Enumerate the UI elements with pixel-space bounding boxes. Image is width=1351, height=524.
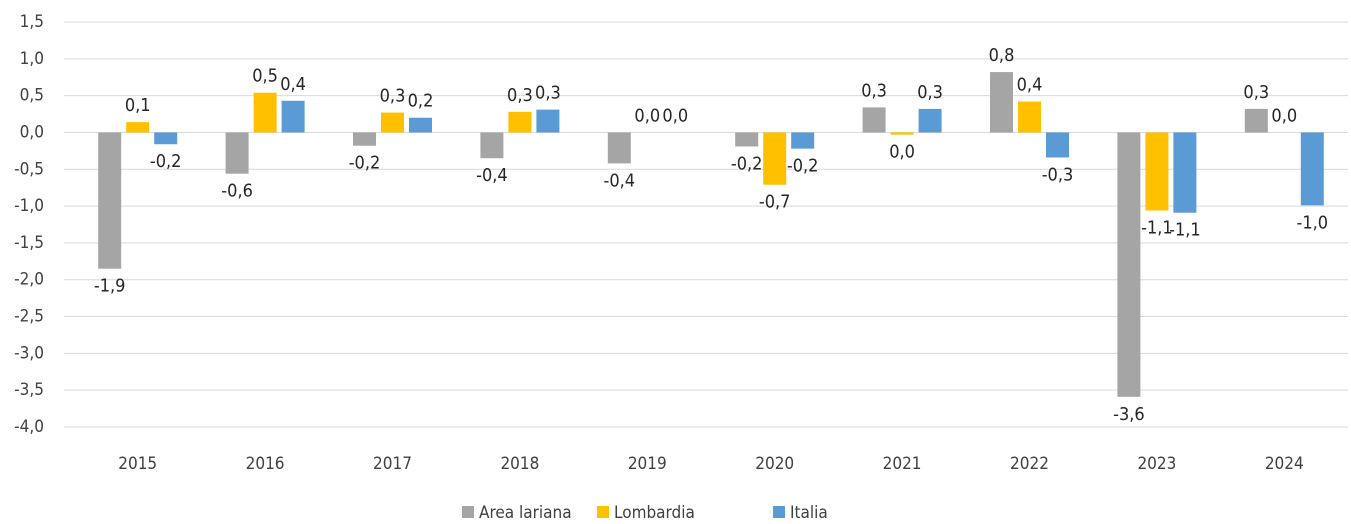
bar [480, 132, 504, 159]
value-label: 0,3 [535, 83, 561, 104]
bar [890, 132, 914, 135]
value-label: -0,4 [604, 170, 636, 191]
value-label: -0,3 [1042, 164, 1074, 185]
value-label: 0,1 [125, 95, 151, 116]
legend-label: Lombardia [614, 503, 695, 523]
y-tick-label: -3,0 [14, 343, 44, 363]
y-tick-label: 1,0 [20, 49, 44, 69]
value-label: 0,5 [252, 66, 278, 87]
value-label: 0,3 [380, 86, 406, 107]
value-label: 0,2 [408, 91, 434, 112]
bar [918, 108, 942, 133]
value-label: -0,4 [476, 165, 508, 186]
legend-swatch [773, 506, 785, 518]
value-label: -0,7 [759, 192, 791, 213]
bar [381, 112, 404, 133]
legend-label: Area lariana [479, 503, 572, 523]
value-label: -1,0 [1297, 212, 1329, 233]
value-label: -0,2 [349, 153, 381, 174]
y-tick-label: -2,5 [14, 307, 44, 327]
x-tick-label: 2016 [246, 454, 285, 474]
bar [253, 92, 277, 133]
y-tick-label: -1,0 [14, 196, 44, 216]
bar [1244, 108, 1268, 133]
value-label: 0,0 [662, 105, 688, 126]
y-tick-label: -1,5 [14, 233, 44, 253]
x-tick-label: 2019 [628, 454, 667, 474]
bar [990, 72, 1013, 133]
value-label: 0,3 [507, 85, 533, 106]
x-tick-label: 2022 [1010, 454, 1049, 474]
bar [126, 122, 150, 133]
y-tick-label: 1,5 [20, 12, 44, 32]
y-tick-label: -3,5 [14, 380, 44, 400]
x-tick-label: 2015 [118, 454, 157, 474]
bar [1145, 132, 1169, 211]
bar [154, 132, 178, 145]
bar [1046, 132, 1069, 158]
bar [225, 132, 249, 174]
bar [353, 132, 376, 146]
y-tick-label: 0,5 [20, 86, 44, 106]
value-label: 0,3 [917, 82, 943, 103]
bar [536, 109, 560, 133]
value-label: -0,6 [221, 181, 253, 202]
bar [607, 132, 631, 164]
legend-swatch [462, 506, 474, 518]
bar [98, 132, 122, 269]
bar [791, 132, 815, 149]
x-tick-label: 2018 [500, 454, 539, 474]
y-tick-label: -0,5 [14, 159, 44, 179]
bar [508, 111, 532, 133]
x-tick-label: 2020 [755, 454, 794, 474]
bar [281, 100, 305, 133]
value-label: 0,4 [1017, 75, 1043, 96]
bar [735, 132, 759, 147]
value-label: -1,1 [1169, 220, 1201, 241]
x-tick-label: 2017 [373, 454, 412, 474]
bar [1018, 101, 1041, 133]
value-label: -1,9 [94, 276, 126, 297]
value-label: -0,2 [150, 151, 182, 172]
legend-label: Italia [790, 503, 828, 523]
bar [1173, 132, 1197, 213]
bar [1117, 132, 1141, 397]
y-tick-label: -4,0 [14, 417, 44, 437]
value-label: 0,3 [861, 80, 887, 101]
value-label: 0,3 [1243, 82, 1269, 103]
legend-swatch [597, 506, 609, 518]
y-tick-label: 0,0 [20, 122, 44, 142]
value-label: -0,2 [787, 156, 819, 177]
value-label: -0,2 [731, 153, 763, 174]
x-tick-label: 2023 [1137, 454, 1176, 474]
bar [1300, 132, 1324, 206]
bar [763, 132, 787, 185]
x-tick-label: 2024 [1265, 454, 1304, 474]
bar [409, 117, 432, 133]
y-tick-label: -2,0 [14, 270, 44, 290]
bar [862, 107, 886, 133]
x-tick-label: 2021 [883, 454, 922, 474]
value-label: 0,0 [1271, 105, 1297, 126]
value-label: 0,0 [889, 142, 915, 163]
value-label: 0,0 [634, 105, 660, 126]
value-label: 0,8 [989, 45, 1015, 66]
value-label: 0,4 [280, 74, 306, 95]
value-label: -3,6 [1113, 404, 1145, 425]
value-label: -1,1 [1141, 218, 1173, 239]
